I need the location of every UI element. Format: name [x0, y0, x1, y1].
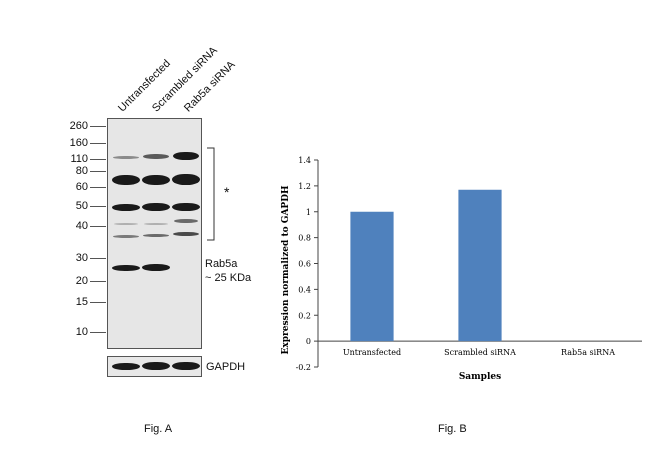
band-rab5a-lane2: [142, 264, 170, 271]
mw-tick: [90, 171, 106, 172]
y-tick-label: 1.2: [298, 182, 311, 191]
mw-tick: [90, 206, 106, 207]
band-gapdh-lane2: [142, 362, 170, 370]
category-labels: Untransfected Scrambled siRNA Rab5a siRNA: [343, 348, 615, 357]
band-37-lane3: [173, 232, 199, 236]
asterisk-label: *: [224, 184, 230, 200]
mw-tick: [90, 258, 106, 259]
y-tick-label: 0: [306, 337, 311, 346]
blot-membrane: [107, 118, 202, 349]
mw-tick: [90, 126, 106, 127]
band-gapdh-lane1: [112, 363, 140, 370]
band-50-lane1: [112, 204, 140, 211]
category-label: Untransfected: [343, 348, 401, 357]
y-tick-label: 0.8: [298, 234, 311, 243]
mw-label: 80: [75, 165, 88, 177]
mw-label: 50: [75, 200, 88, 212]
band-42-lane1: [114, 223, 138, 225]
rab5a-label: Rab5a: [205, 258, 238, 270]
band-50-lane2: [142, 203, 170, 211]
y-tick-label: -0.2: [296, 363, 311, 372]
mw-label: 40: [75, 220, 88, 232]
band-37-lane1: [113, 235, 139, 238]
gapdh-label: GAPDH: [206, 361, 246, 373]
mw-tick: [90, 159, 106, 160]
band-42-lane2: [144, 223, 168, 225]
y-tick-label: 0.2: [298, 311, 311, 320]
mw-tick: [90, 332, 106, 333]
band-70-lane1: [112, 175, 140, 185]
mw-label: 110: [70, 153, 88, 165]
y-tick-label: 1: [306, 208, 311, 217]
mw-tick: [90, 143, 106, 144]
band-70-lane3: [172, 174, 200, 185]
bar-untransfected: [350, 211, 394, 342]
rab5a-size-label: ~ 25 KDa: [205, 272, 252, 284]
mw-label: 30: [75, 252, 88, 264]
category-label: Scrambled siRNA: [444, 348, 516, 357]
bars: [350, 189, 502, 342]
band-rab5a-lane1: [112, 265, 140, 271]
gapdh-strip: [107, 356, 202, 377]
fig-a-caption: Fig. A: [144, 423, 173, 435]
mw-label: 10: [75, 326, 88, 338]
expression-bar-chart: 1.4 1.2 1 0.8 0.6 0.4 0.2 0 -0.2 Untransfected Sc…: [281, 156, 642, 382]
band-gapdh-lane3: [172, 362, 200, 370]
mw-tick: [90, 226, 106, 227]
mw-tick: [90, 281, 106, 282]
band-110-lane3: [173, 152, 199, 160]
fig-b-caption: Fig. B: [438, 423, 467, 435]
mw-label: 60: [75, 181, 88, 193]
y-tick-label: 1.4: [298, 156, 311, 165]
band-70-lane2: [142, 175, 170, 185]
mw-label: 260: [69, 120, 88, 132]
band-110-lane2: [143, 154, 169, 159]
band-110-lane1: [113, 156, 139, 159]
band-42-lane3: [174, 219, 198, 223]
y-axis-title: Expression normalized to GAPDH: [281, 185, 291, 354]
band-37-lane2: [143, 234, 169, 237]
mw-label: 160: [69, 137, 88, 149]
mw-tick: [90, 302, 106, 303]
mw-label: 15: [75, 296, 88, 308]
band-50-lane3: [172, 203, 200, 211]
y-tick-label: 0.6: [298, 260, 311, 269]
nonspecific-bands-bracket: [207, 147, 215, 241]
bar-scrambled-sirna: [458, 189, 502, 342]
mw-label: 20: [75, 275, 88, 287]
mw-tick: [90, 187, 106, 188]
y-ticks: 1.4 1.2 1 0.8 0.6 0.4 0.2 0 -0.2: [296, 156, 318, 372]
y-tick-label: 0.4: [298, 285, 311, 294]
x-axis-title: Samples: [459, 372, 501, 382]
category-label: Rab5a siRNA: [561, 348, 615, 357]
